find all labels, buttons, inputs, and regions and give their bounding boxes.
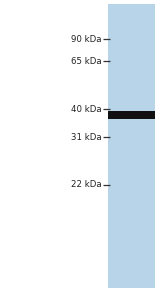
Text: 65 kDa: 65 kDa xyxy=(71,57,102,65)
Bar xyxy=(108,111,155,119)
Text: 40 kDa: 40 kDa xyxy=(71,105,102,113)
Text: 31 kDa: 31 kDa xyxy=(71,133,102,142)
Text: 22 kDa: 22 kDa xyxy=(71,180,102,189)
Bar xyxy=(108,4,155,288)
Text: 90 kDa: 90 kDa xyxy=(71,35,102,44)
